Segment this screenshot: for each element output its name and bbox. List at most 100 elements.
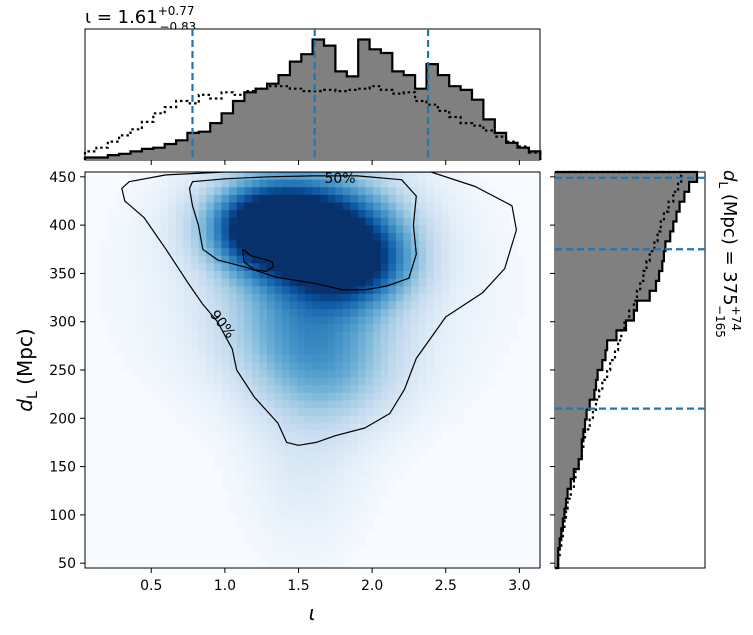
density-cell (244, 172, 253, 181)
density-cell (244, 248, 253, 257)
density-cell (388, 362, 397, 371)
density-cell (350, 476, 359, 485)
density-cell (358, 377, 367, 386)
density-cell (107, 217, 116, 226)
distance-marginal-histogram (554, 170, 706, 570)
density-cell (122, 248, 132, 257)
density-cell (380, 187, 389, 196)
density-cell (494, 210, 503, 219)
density-cell (297, 385, 306, 394)
density-cell (320, 423, 329, 432)
density-cell (358, 537, 367, 546)
density-cell (373, 430, 382, 440)
density-cell (320, 552, 329, 561)
density-cell (206, 179, 215, 188)
density-cell (176, 271, 185, 280)
density-cell (206, 278, 215, 287)
density-cell (395, 423, 405, 432)
density-cell (426, 240, 435, 249)
density-cell (130, 293, 139, 303)
density-cell (403, 392, 412, 402)
density-cell (433, 400, 443, 409)
density-cell (115, 217, 124, 226)
density-cell (395, 316, 405, 325)
density-cell (267, 347, 276, 356)
density-cell (100, 293, 109, 303)
density-cell (221, 392, 230, 402)
density-cell (502, 339, 511, 348)
density-cell (312, 461, 321, 470)
density-cell (418, 370, 427, 379)
density-cell (282, 507, 291, 516)
density-cell (304, 179, 314, 188)
density-cell (403, 263, 412, 272)
density-cell (464, 225, 473, 234)
density-cell (494, 255, 503, 264)
density-cell (213, 370, 223, 379)
density-cell (229, 415, 238, 424)
density-cell (304, 446, 314, 455)
density-cell (160, 331, 170, 341)
density-cell (304, 324, 314, 333)
density-cell (327, 179, 336, 188)
density-cell (373, 263, 382, 272)
density-cell (411, 362, 420, 371)
density-cell (160, 217, 170, 226)
density-cell (418, 202, 427, 211)
density-cell (471, 316, 480, 325)
density-cell (411, 278, 420, 287)
density-cell (365, 172, 374, 181)
density-cell (479, 248, 488, 257)
density-cell (449, 423, 458, 432)
density-cell (289, 232, 298, 242)
density-cell (289, 400, 298, 409)
density-cell (289, 194, 298, 204)
density-cell (304, 392, 314, 402)
density-cell (418, 331, 427, 341)
density-cell (251, 370, 261, 379)
density-cell (160, 362, 170, 371)
density-cell (289, 210, 298, 219)
density-cell (282, 278, 291, 287)
density-cell (191, 240, 200, 249)
density-cell (289, 202, 298, 211)
y-tick-label: 250 (49, 363, 76, 379)
density-cell (145, 301, 154, 310)
density-cell (244, 400, 253, 409)
density-cell (183, 255, 192, 264)
density-cell (350, 316, 359, 325)
density-cell (229, 453, 238, 462)
density-cell (191, 286, 200, 295)
density-cell (320, 438, 329, 447)
density-cell (168, 172, 177, 181)
density-cell (342, 415, 352, 424)
density-cell (456, 415, 465, 424)
density-cell (335, 255, 344, 264)
density-cell (259, 293, 268, 303)
density-cell (213, 415, 223, 424)
density-cell (418, 377, 427, 386)
density-cell (206, 194, 215, 204)
density-cell (304, 309, 314, 318)
density-cell (335, 377, 344, 386)
density-cell (259, 240, 268, 249)
density-cell (350, 293, 359, 303)
density-cell (342, 529, 352, 539)
density-cell (221, 217, 230, 226)
density-cell (206, 248, 215, 257)
density-cell (130, 187, 139, 196)
density-cell (350, 187, 359, 196)
density-cell (395, 438, 405, 447)
density-cell (244, 217, 253, 226)
density-cell (403, 339, 412, 348)
density-cell (107, 225, 116, 234)
density-cell (191, 172, 200, 181)
density-cell (342, 446, 352, 455)
density-cell (176, 385, 185, 394)
density-cell (160, 240, 170, 249)
density-cell (259, 400, 268, 409)
density-cell (244, 347, 253, 356)
density-cell (320, 339, 329, 348)
x-tick-label: 1.0 (214, 578, 236, 594)
density-cell (259, 453, 268, 462)
